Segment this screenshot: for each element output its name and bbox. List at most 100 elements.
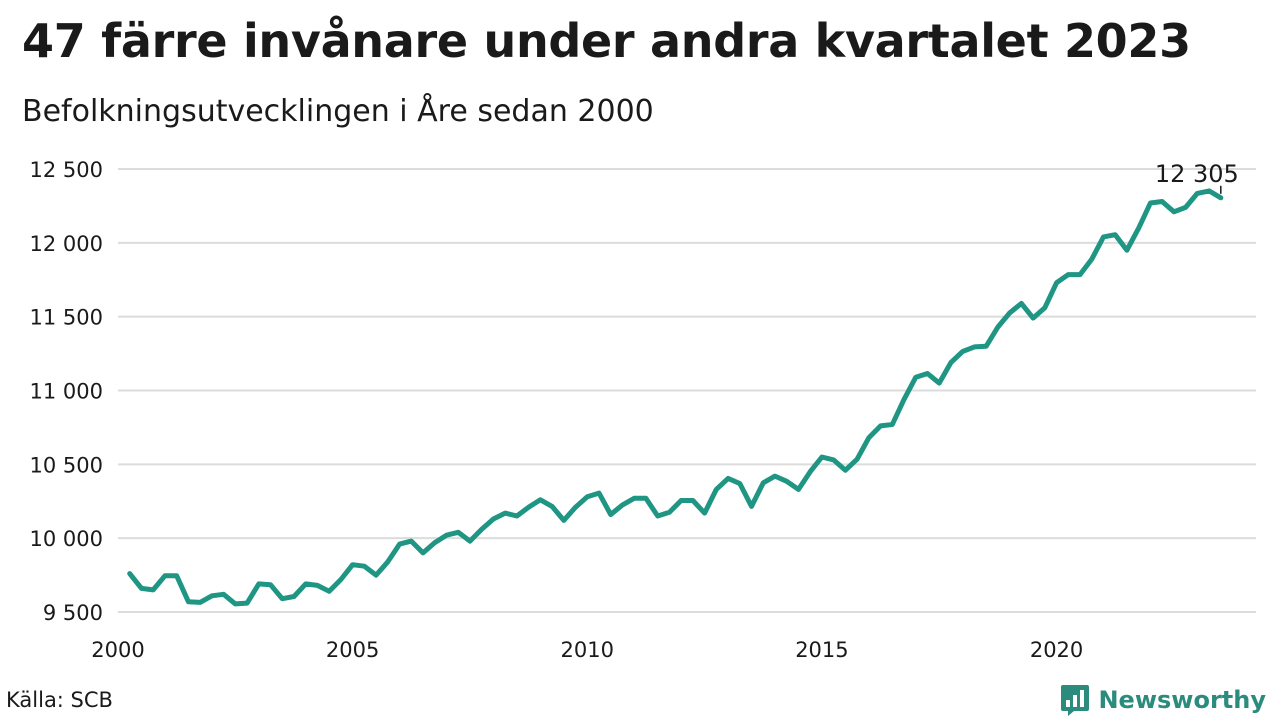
data-point (878, 423, 883, 428)
data-point (209, 593, 214, 598)
data-point (843, 468, 848, 473)
data-point (561, 518, 566, 523)
data-point (995, 325, 1000, 330)
source-note: Källa: SCB (6, 688, 113, 712)
data-point (350, 562, 355, 567)
data-point (315, 583, 320, 588)
y-tick-label: 10 500 (30, 453, 103, 477)
data-point (444, 533, 449, 538)
data-point (327, 589, 332, 594)
data-point (198, 600, 203, 605)
data-point (796, 487, 801, 492)
data-point (831, 457, 836, 462)
y-tick-label: 11 500 (30, 306, 103, 330)
data-point (726, 476, 731, 481)
data-point (690, 498, 695, 503)
data-point (303, 581, 308, 586)
data-point (139, 586, 144, 591)
data-point (421, 550, 426, 555)
data-point (749, 504, 754, 509)
data-point (1113, 232, 1118, 237)
data-point (890, 422, 895, 427)
chart-title: 47 färre invånare under andra kvartalet … (22, 14, 1191, 68)
data-point (550, 504, 555, 509)
data-point (1066, 272, 1071, 277)
data-point (1195, 191, 1200, 196)
data-point (256, 581, 261, 586)
data-point (245, 601, 250, 606)
data-point (948, 360, 953, 365)
x-tick-label: 2020 (1030, 638, 1083, 662)
data-point (808, 469, 813, 474)
data-point (1078, 272, 1083, 277)
data-point (397, 542, 402, 547)
population-line (127, 188, 1224, 607)
data-point (1148, 200, 1153, 205)
data-point (479, 527, 484, 532)
data-point (280, 596, 285, 601)
data-point (174, 573, 179, 578)
x-tick-label: 2005 (326, 638, 379, 662)
data-point (291, 594, 296, 599)
data-point (667, 510, 672, 515)
data-point (960, 349, 965, 354)
data-point (233, 601, 238, 606)
data-point (526, 505, 531, 510)
data-point (925, 371, 930, 376)
y-tick-label: 9 500 (43, 601, 103, 625)
data-point (643, 496, 648, 501)
x-tick-label: 2010 (561, 638, 614, 662)
data-point (409, 539, 414, 544)
data-point (1183, 205, 1188, 210)
data-point (972, 344, 977, 349)
brand-name: Newsworthy (1098, 686, 1266, 714)
data-point (514, 514, 519, 519)
data-point (338, 577, 343, 582)
data-point (608, 512, 613, 517)
data-point (784, 479, 789, 484)
data-point (268, 582, 273, 587)
data-point (620, 502, 625, 507)
data-point (538, 497, 543, 502)
y-tick-label: 12 000 (30, 232, 103, 256)
data-point (655, 514, 660, 519)
data-point (1007, 310, 1012, 315)
data-point (162, 573, 167, 578)
data-point (1136, 226, 1141, 231)
data-point (1089, 257, 1094, 262)
data-point (679, 498, 684, 503)
data-point (597, 491, 602, 496)
chart-subtitle: Befolkningsutvecklingen i Åre sedan 2000 (22, 94, 654, 129)
data-point (632, 496, 637, 501)
brand-logo[interactable]: Newsworthy (1060, 683, 1266, 717)
data-point (1207, 188, 1212, 193)
data-point (1101, 234, 1106, 239)
data-point (866, 435, 871, 440)
data-point (1054, 280, 1059, 285)
data-point (984, 344, 989, 349)
data-point (585, 494, 590, 499)
data-point (902, 397, 907, 402)
data-point (714, 487, 719, 492)
data-point (503, 511, 508, 516)
data-point (1171, 209, 1176, 214)
data-point (127, 571, 132, 576)
data-point (819, 454, 824, 459)
data-point (1019, 301, 1024, 306)
data-point (855, 457, 860, 462)
y-tick-label: 11 000 (30, 380, 103, 404)
data-point (467, 539, 472, 544)
data-point (1160, 199, 1165, 204)
data-point (385, 559, 390, 564)
data-point (432, 540, 437, 545)
newsworthy-logo-icon (1061, 685, 1090, 716)
data-point (937, 381, 942, 386)
data-point (573, 505, 578, 510)
y-tick-label: 12 500 (30, 158, 103, 182)
data-point (362, 564, 367, 569)
data-point (1124, 248, 1129, 253)
data-point (491, 516, 496, 521)
x-tick-label: 2000 (91, 638, 144, 662)
data-point (772, 474, 777, 479)
